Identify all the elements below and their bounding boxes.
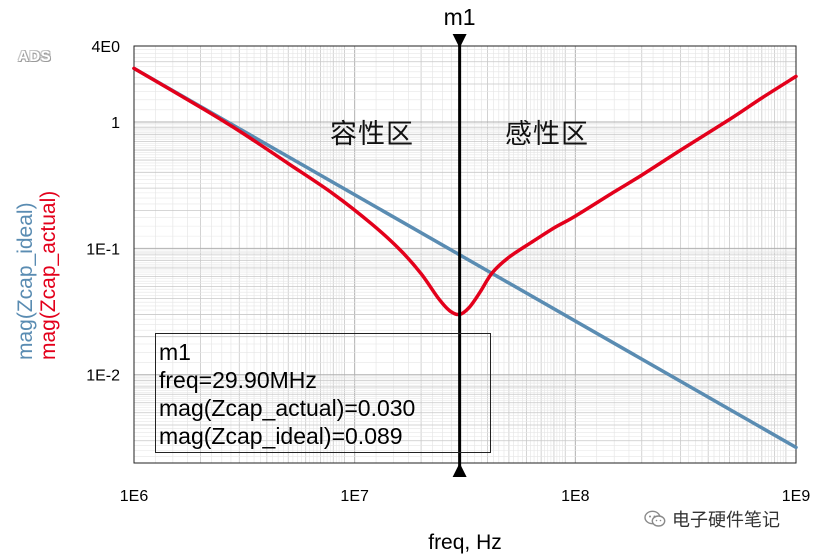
plot-frame <box>133 45 797 464</box>
inductive-region-label: 感性区 <box>505 119 589 150</box>
watermark: 电子硬件笔记 <box>644 506 780 532</box>
wechat-icon <box>644 510 666 527</box>
y-label-actual: mag(Zcap_actual) <box>37 190 60 360</box>
x-axis-ticks: 1E6 1E7 1E8 1E9 <box>120 488 811 505</box>
x-tick-label: 1E7 <box>340 488 369 505</box>
y-axis-label: mag(Zcap_ideal) mag(Zcap_actual) <box>14 191 60 360</box>
marker-readout-name: m1 <box>159 339 191 365</box>
marker-readout-ideal: mag(Zcap_ideal)=0.089 <box>159 423 403 449</box>
series <box>132 66 798 450</box>
marker-top-arrow <box>452 34 467 48</box>
marker-bottom-arrow <box>452 463 467 477</box>
y-axis-ticks: 4E0 1 1E-1 1E-2 <box>86 39 120 385</box>
marker-readout-freq: freq=29.90MHz <box>159 367 317 393</box>
marker-readout: m1 freq=29.90MHz mag(Zcap_actual)=0.030 … <box>155 333 491 453</box>
series-line-ideal <box>132 66 798 450</box>
y-label-ideal: mag(Zcap_ideal) <box>14 202 37 360</box>
x-tick-label: 1E9 <box>782 488 811 505</box>
capacitive-region-label: 容性区 <box>330 119 414 150</box>
ads-logo: ADS <box>18 48 52 65</box>
marker-m1[interactable]: m1 <box>444 4 476 477</box>
marker-label: m1 <box>444 4 476 30</box>
marker-readout-actual: mag(Zcap_actual)=0.030 <box>159 395 416 421</box>
x-axis-label: freq, Hz <box>428 531 502 554</box>
y-tick-label: 1E-1 <box>86 241 120 258</box>
y-tick-label: 4E0 <box>92 39 121 56</box>
x-tick-label: 1E6 <box>120 488 149 505</box>
grid <box>133 45 796 464</box>
y-tick-label: 1E-2 <box>86 368 120 385</box>
y-tick-label: 1 <box>111 115 120 132</box>
watermark-text: 电子硬件笔记 <box>672 510 780 531</box>
series-line-actual <box>132 66 798 317</box>
x-tick-label: 1E8 <box>561 488 590 505</box>
